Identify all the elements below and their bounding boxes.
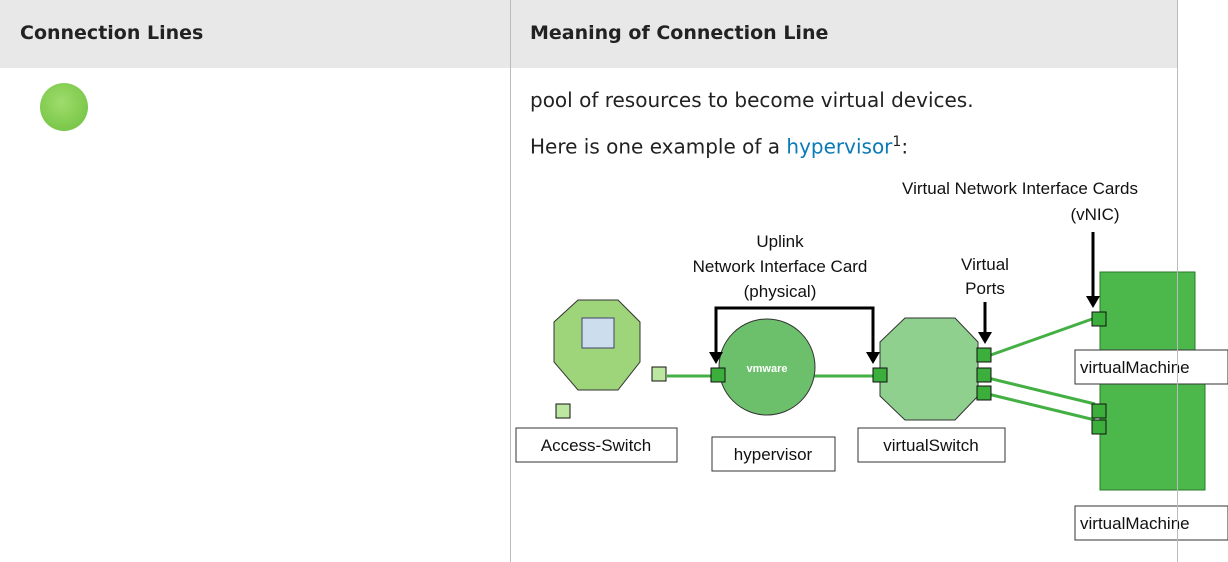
label: Network Interface Card — [693, 257, 868, 276]
node-label: virtualMachine — [1080, 514, 1190, 533]
node-label: virtualMachine — [1080, 358, 1190, 377]
column-divider — [510, 0, 511, 562]
label: (vNIC) — [1070, 205, 1119, 224]
footnote: 1 — [892, 134, 902, 150]
column-header: Connection Lines — [20, 22, 204, 44]
node-label: Access-Switch — [541, 436, 652, 455]
text: : — [901, 134, 909, 159]
logo: vmware — [747, 363, 788, 375]
paragraph: pool of resources to become virtual devi… — [530, 88, 974, 112]
text: Here is one example of a — [530, 134, 781, 159]
connection-icon — [40, 83, 88, 131]
node-label: hypervisor — [734, 445, 813, 464]
label: Uplink — [756, 232, 804, 251]
column-header: Meaning of Connection Line — [530, 22, 829, 44]
paragraph: Here is one example of a hypervisor1: — [530, 134, 908, 159]
link[interactable]: hypervisor — [786, 134, 893, 159]
label: Virtual Network Interface Cards — [902, 179, 1138, 198]
label: (physical) — [744, 282, 817, 301]
node-label: virtualSwitch — [883, 436, 978, 455]
label: Virtual — [961, 255, 1009, 274]
label: Ports — [965, 279, 1005, 298]
table-header — [0, 0, 1177, 68]
